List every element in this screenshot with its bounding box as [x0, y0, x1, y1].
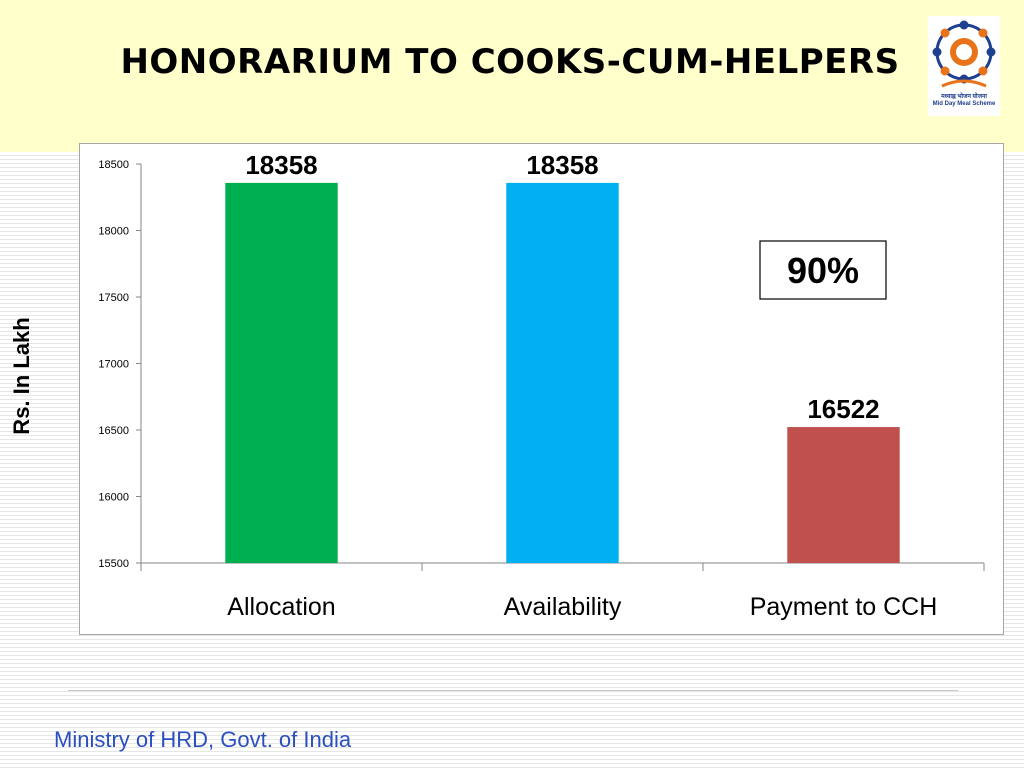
annotation-text: 90%: [787, 250, 859, 291]
bar-3: [787, 427, 900, 563]
y-axis-label: Rs. In Lakh: [9, 317, 34, 435]
logo-caption-english: Mid Day Meal Scheme: [932, 101, 996, 107]
logo-caption-hindi: मध्याह्न भोजन योजना: [941, 94, 987, 100]
bars: [225, 182, 900, 564]
bar-chart: 15500 16000 16500 17000 17500 18000 18500 Allo…: [98, 150, 985, 621]
y-tick-label: 15500: [98, 558, 129, 570]
y-tick-label: 16000: [98, 492, 129, 504]
bar-1: [225, 182, 338, 564]
chart-frame: 15500 16000 16500 17000 17500 18000 18500 Allo…: [79, 143, 1004, 635]
logo-caption: मध्याह्न भोजन योजना Mid Day Meal Scheme: [928, 94, 1000, 108]
x-category-label: Payment to CCH: [750, 593, 938, 621]
footer-text: Ministry of HRD, Govt. of India: [54, 727, 352, 752]
data-labels: 18358 18358 16522: [245, 150, 879, 424]
annotation-box: 90%: [759, 240, 887, 300]
x-axis: Allocation Availability Payment to CCH: [140, 562, 985, 621]
x-category-label: Allocation: [227, 593, 335, 621]
y-axis: 15500 16000 16500 17000 17500 18000 18500: [98, 159, 142, 570]
slide-title: Honorarium to Cooks-cum-Helpers: [120, 42, 900, 82]
data-label: 16522: [807, 394, 879, 424]
y-tick-label: 17500: [98, 292, 129, 304]
x-category-label: Availability: [504, 593, 622, 621]
y-tick-label: 18500: [98, 159, 129, 171]
data-label: 18358: [526, 150, 598, 180]
y-tick-label: 16500: [98, 425, 129, 437]
footer-divider: [68, 690, 958, 691]
mid-day-meal-logo-icon: मध्याह्न भोजन योजना Mid Day Meal Scheme: [928, 16, 1000, 116]
y-tick-label: 17000: [98, 359, 129, 371]
data-label: 18358: [245, 150, 317, 180]
y-tick-label: 18000: [98, 226, 129, 238]
header-band: [0, 0, 1024, 152]
bar-2: [506, 182, 619, 564]
logo-emblem: [932, 20, 996, 88]
